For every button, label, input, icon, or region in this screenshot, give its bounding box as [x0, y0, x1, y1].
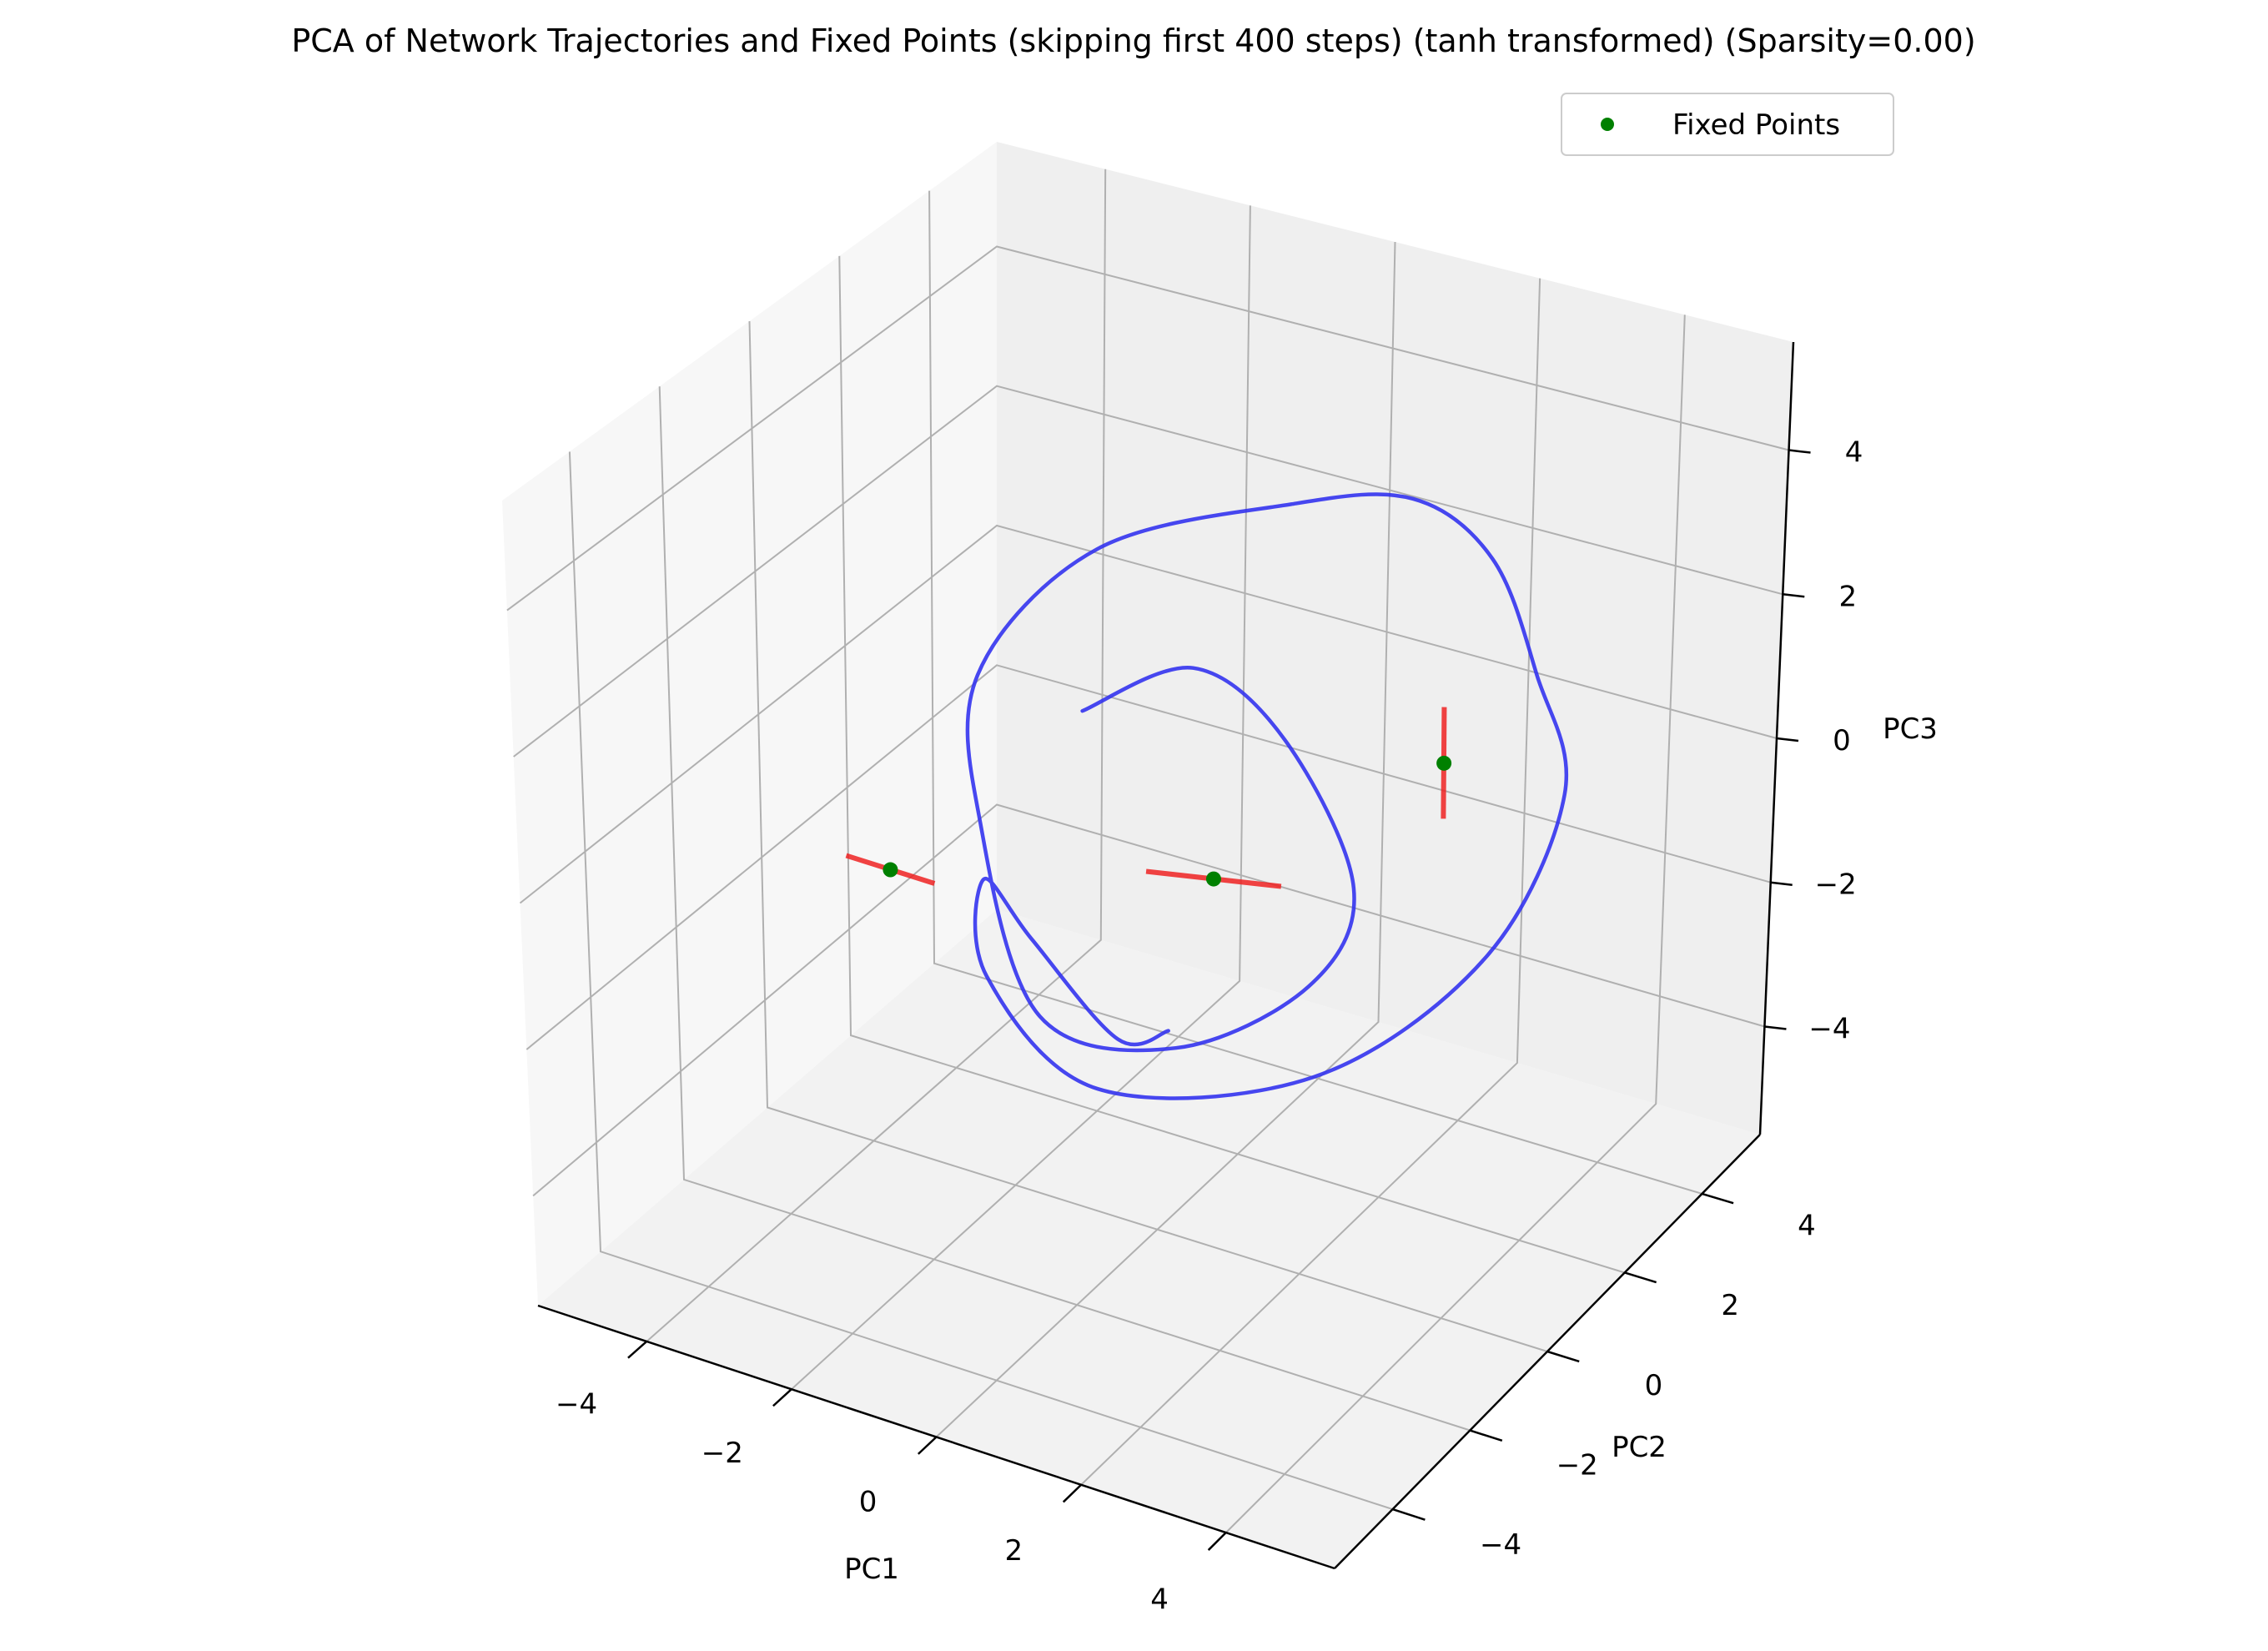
z-tick-label-0: −4 — [1808, 1012, 1850, 1045]
legend: Fixed Points — [1561, 93, 1894, 156]
x-tick-label-2: 0 — [859, 1485, 878, 1518]
y-gridline-2 — [748, 320, 1548, 1352]
y-tick-label-2: 0 — [1645, 1369, 1663, 1402]
plot-area — [845, 492, 1569, 1100]
trajectory-line — [965, 492, 1569, 1100]
y-tick-2 — [1546, 1350, 1580, 1363]
z-gridline-3 — [513, 385, 1783, 758]
legend-marker-fixed-points — [1601, 118, 1614, 131]
z-gridline-0 — [532, 803, 1765, 1197]
y-tick-label-4: 4 — [1798, 1210, 1816, 1243]
chart-title: PCA of Network Trajectories and Fixed Po… — [291, 23, 1975, 59]
y-tick-3 — [1624, 1271, 1657, 1284]
z-tick-label-4: 4 — [1845, 436, 1863, 470]
x-tick-1 — [772, 1388, 792, 1407]
tick-marks: −4 −4 −4 −2 −2 −2 0 0 0 2 2 2 4 4 4 — [556, 436, 1863, 1617]
x-tick-label-3: 2 — [1005, 1534, 1023, 1568]
legend-frame — [1561, 93, 1894, 156]
y-tick-label-3: 2 — [1721, 1289, 1739, 1322]
x-tick-label-1: −2 — [702, 1437, 743, 1470]
y-gridline-0 — [568, 451, 1393, 1511]
z-tick-0 — [1764, 1025, 1787, 1030]
x-gridline-2 — [935, 241, 1396, 1438]
y-tick-label-1: −2 — [1556, 1449, 1598, 1482]
legend-label-fixed-points: Fixed Points — [1672, 108, 1840, 142]
x-tick-label-0: −4 — [556, 1387, 597, 1421]
z-tick-label-1: −2 — [1815, 868, 1857, 902]
fixed-point-2 — [1436, 755, 1452, 771]
x-gridline-4 — [1225, 315, 1686, 1533]
z-tick-4 — [1788, 449, 1811, 454]
y-tick-4 — [1702, 1192, 1734, 1205]
z-tick-label-3: 2 — [1838, 580, 1857, 613]
x-axis-label: PC1 — [844, 1553, 899, 1586]
left-pane — [502, 142, 997, 1306]
fixed-point-1 — [1205, 871, 1221, 887]
z-gridline-4 — [506, 245, 1789, 612]
fixed-point-0 — [883, 862, 898, 878]
y-axis-label: PC2 — [1612, 1431, 1667, 1464]
y-gridline-1 — [658, 386, 1471, 1432]
x-gridline-3 — [1080, 278, 1541, 1486]
x-tick-0 — [627, 1341, 648, 1359]
z-tick-label-2: 0 — [1833, 724, 1851, 758]
y-gridline-4 — [928, 190, 1702, 1195]
y-tick-1 — [1469, 1429, 1503, 1442]
y-tick-label-0: −4 — [1480, 1528, 1521, 1562]
z-tick-1 — [1770, 881, 1793, 886]
x-gridline-1 — [791, 205, 1251, 1390]
z-gridline-1 — [526, 664, 1771, 1050]
floor-pane — [538, 909, 1760, 1568]
x-tick-3 — [1062, 1483, 1083, 1503]
z-tick-2 — [1776, 737, 1799, 742]
x-gridline-0 — [646, 169, 1107, 1342]
z-gridline-2 — [519, 524, 1778, 904]
back-pane — [997, 142, 1793, 1135]
z-axis-label: PC3 — [1883, 712, 1938, 746]
y-gridline-3 — [838, 255, 1625, 1274]
grid-lines — [506, 169, 1789, 1533]
y-tick-0 — [1392, 1508, 1426, 1521]
axes-panes — [502, 142, 1793, 1568]
x-tick-4 — [1207, 1532, 1227, 1551]
x-tick-label-4: 4 — [1150, 1583, 1169, 1616]
z-tick-3 — [1783, 593, 1805, 598]
x-tick-2 — [917, 1436, 938, 1455]
